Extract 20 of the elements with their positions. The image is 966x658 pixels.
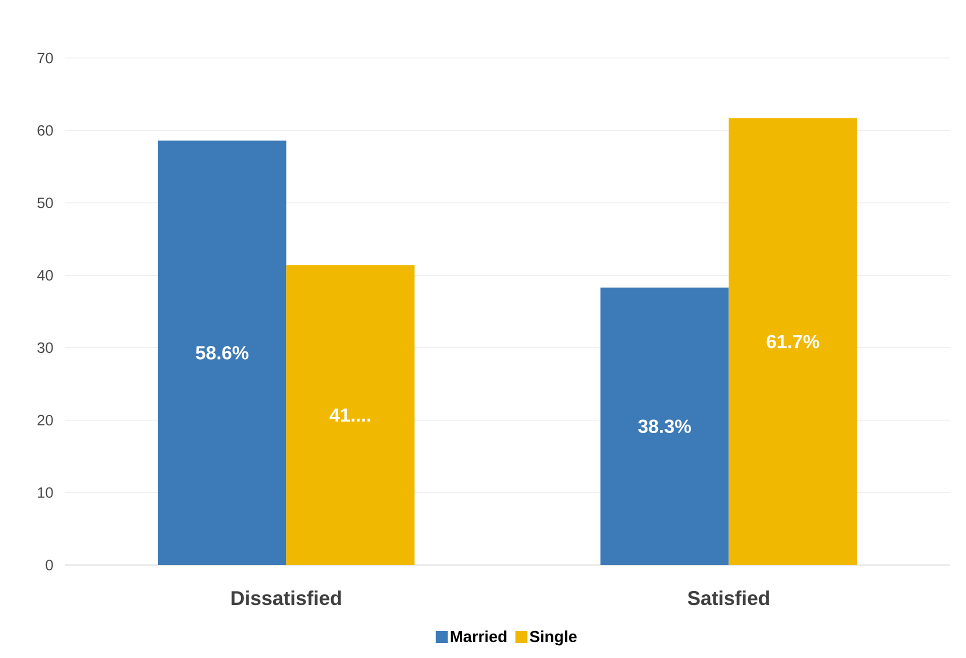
legend-label: Married	[450, 630, 506, 642]
bar	[158, 140, 286, 565]
y-tick-label: 10	[38, 487, 53, 498]
data-label: 58.6%	[196, 346, 248, 360]
data-label: 41....	[330, 408, 370, 422]
bar	[600, 288, 729, 565]
x-tick-label: Satisfied	[688, 590, 769, 606]
y-tick-label: 70	[38, 52, 53, 64]
y-tick-label: 20	[38, 414, 53, 426]
legend-label: Single	[530, 630, 577, 646]
y-tick-label: 30	[37, 342, 53, 353]
y-tick-label: 50	[37, 198, 53, 208]
bar	[286, 265, 415, 565]
bar	[728, 118, 858, 565]
y-tick-label: 40	[37, 270, 53, 281]
y-tick-label: 0	[46, 560, 53, 570]
y-tick-label: 60	[38, 125, 53, 136]
data-label: 61.7%	[766, 334, 820, 348]
x-tick-label: Dissatisfied	[232, 590, 341, 606]
data-label: 38.3%	[638, 420, 691, 434]
